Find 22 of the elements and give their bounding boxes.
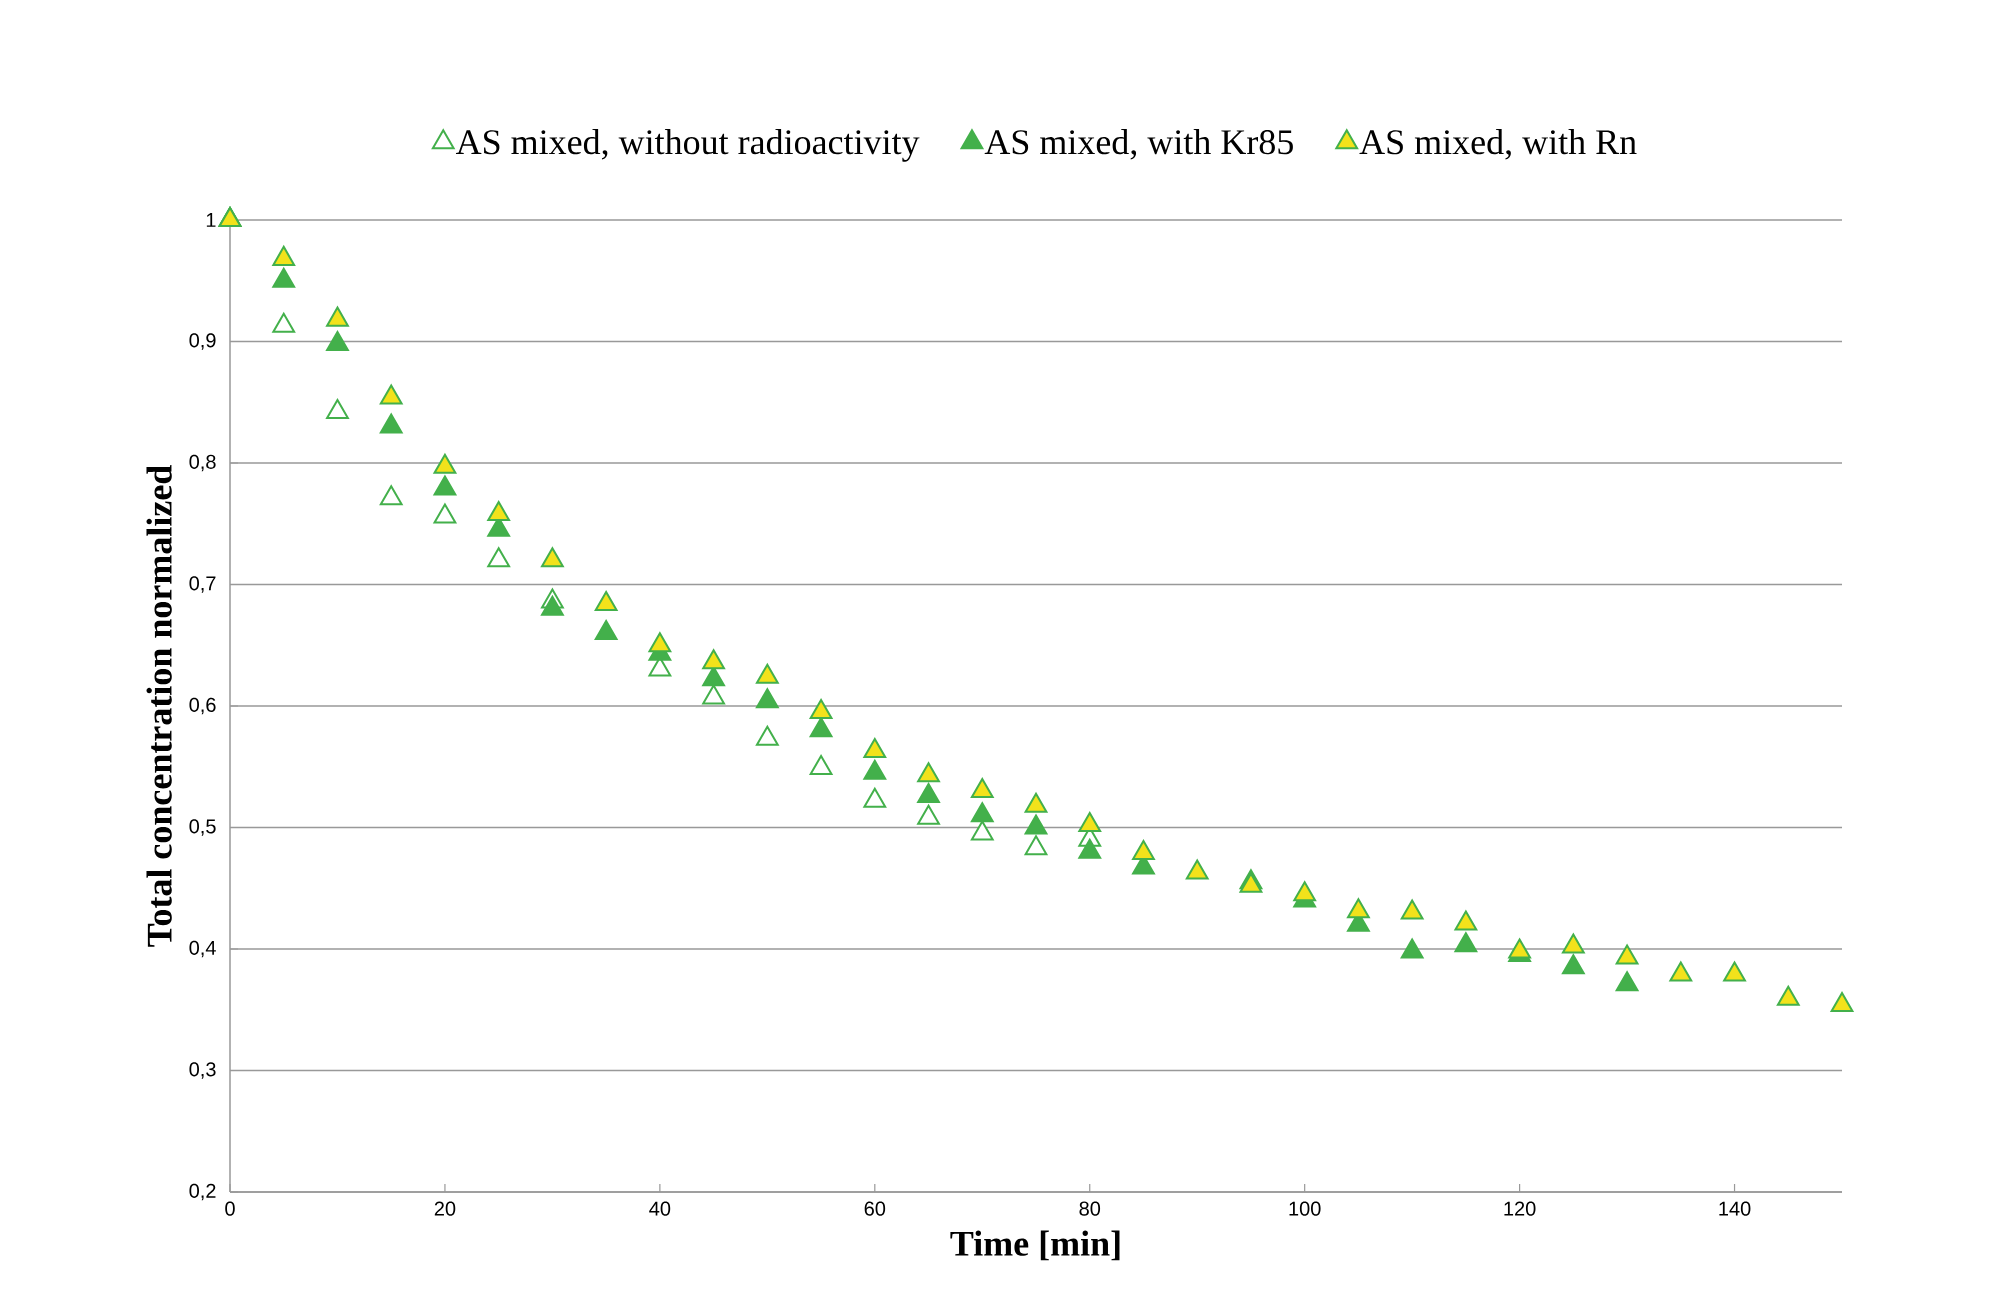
x-tick-label: 0 (225, 1201, 235, 1216)
x-axis-title: Time [min] (950, 1230, 1120, 1261)
legend-label: AS mixed, without radioactivity (455, 129, 920, 162)
x-tick-label: 60 (864, 1201, 886, 1216)
x-tick-label: 80 (1079, 1201, 1101, 1216)
y-tick-label: 1 (206, 213, 216, 227)
y-tick-label: 0,6 (189, 697, 216, 715)
x-tick-label: 20 (434, 1201, 456, 1216)
y-tick-label: 0,7 (189, 576, 216, 593)
y-tick-label: 0,5 (189, 819, 216, 836)
x-tick-label: 100 (1289, 1201, 1321, 1216)
y-tick-label: 0,2 (189, 1183, 216, 1201)
y-tick-label: 0,8 (189, 454, 216, 472)
y-tick-label: 0,9 (189, 333, 216, 350)
x-tick-label: 140 (1719, 1201, 1751, 1216)
x-tick-label: 120 (1504, 1201, 1536, 1216)
x-tick-label: 40 (649, 1201, 671, 1216)
y-tick-label: 0,3 (189, 1062, 216, 1079)
y-axis-title: Total concentration normalized (146, 465, 172, 947)
legend-label: AS mixed, with Rn (1359, 129, 1637, 160)
y-tick-label: 0,4 (189, 940, 216, 958)
legend-label: AS mixed, with Kr85 (984, 129, 1293, 160)
